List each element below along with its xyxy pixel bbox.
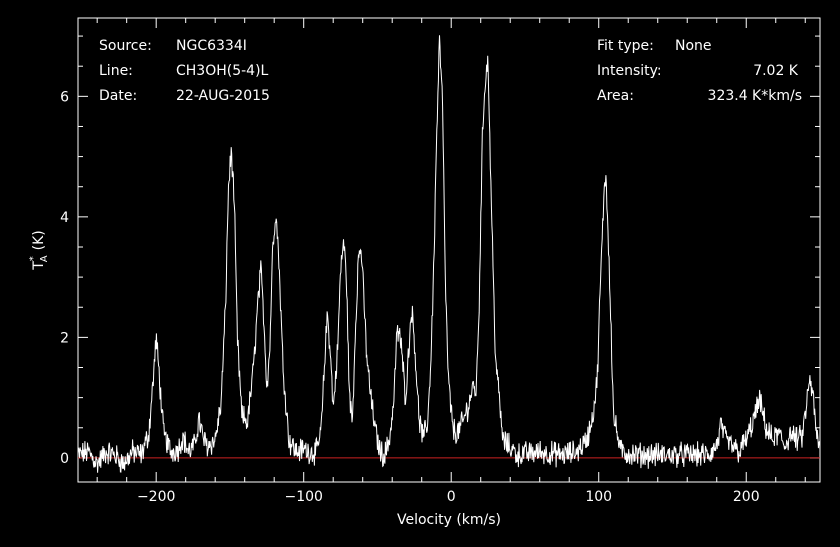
y-tick-label: 4	[60, 210, 69, 226]
date-label: Date:	[99, 88, 137, 104]
y-tick-label: 0	[60, 451, 69, 467]
y-axis-label-sup: *	[28, 256, 39, 261]
y-axis-label-sub: A	[39, 255, 50, 262]
y-axis-label-unit: (K)	[31, 230, 47, 250]
plot-frame	[77, 17, 821, 483]
svg-text:T*A(K): T*A (K)	[28, 230, 50, 271]
line-value: CH3OH(5-4)L	[176, 63, 269, 79]
area-value: 323.4 K*km/s	[708, 88, 802, 104]
y-tick-label: 6	[60, 89, 69, 105]
x-tick-label: −100	[284, 489, 322, 505]
area-label: Area:	[597, 88, 634, 104]
intensity-label: Intensity:	[597, 63, 662, 79]
date-value: 22-AUG-2015	[176, 88, 270, 104]
x-axis-label: Velocity (km/s)	[397, 512, 501, 528]
fit-type-label: Fit type:	[597, 38, 654, 54]
x-tick-label: −200	[137, 489, 175, 505]
y-tick-label: 2	[60, 330, 69, 346]
y-axis-label: T*A (K)	[28, 230, 50, 271]
axis-ticks	[78, 18, 820, 482]
x-tick-label: 0	[447, 489, 456, 505]
y-axis-label-main: T	[31, 261, 47, 271]
x-tick-label: 200	[733, 489, 760, 505]
intensity-value: 7.02 K	[753, 63, 799, 79]
fit-type-value: None	[675, 38, 712, 54]
x-tick-label: 100	[585, 489, 612, 505]
spectrum-line	[77, 35, 821, 473]
axis-tick-labels: −200 −100 0 100 200 0 2 4 6	[60, 89, 760, 505]
source-value: NGC6334I	[176, 38, 247, 54]
source-label: Source:	[99, 38, 152, 54]
line-label: Line:	[99, 63, 133, 79]
